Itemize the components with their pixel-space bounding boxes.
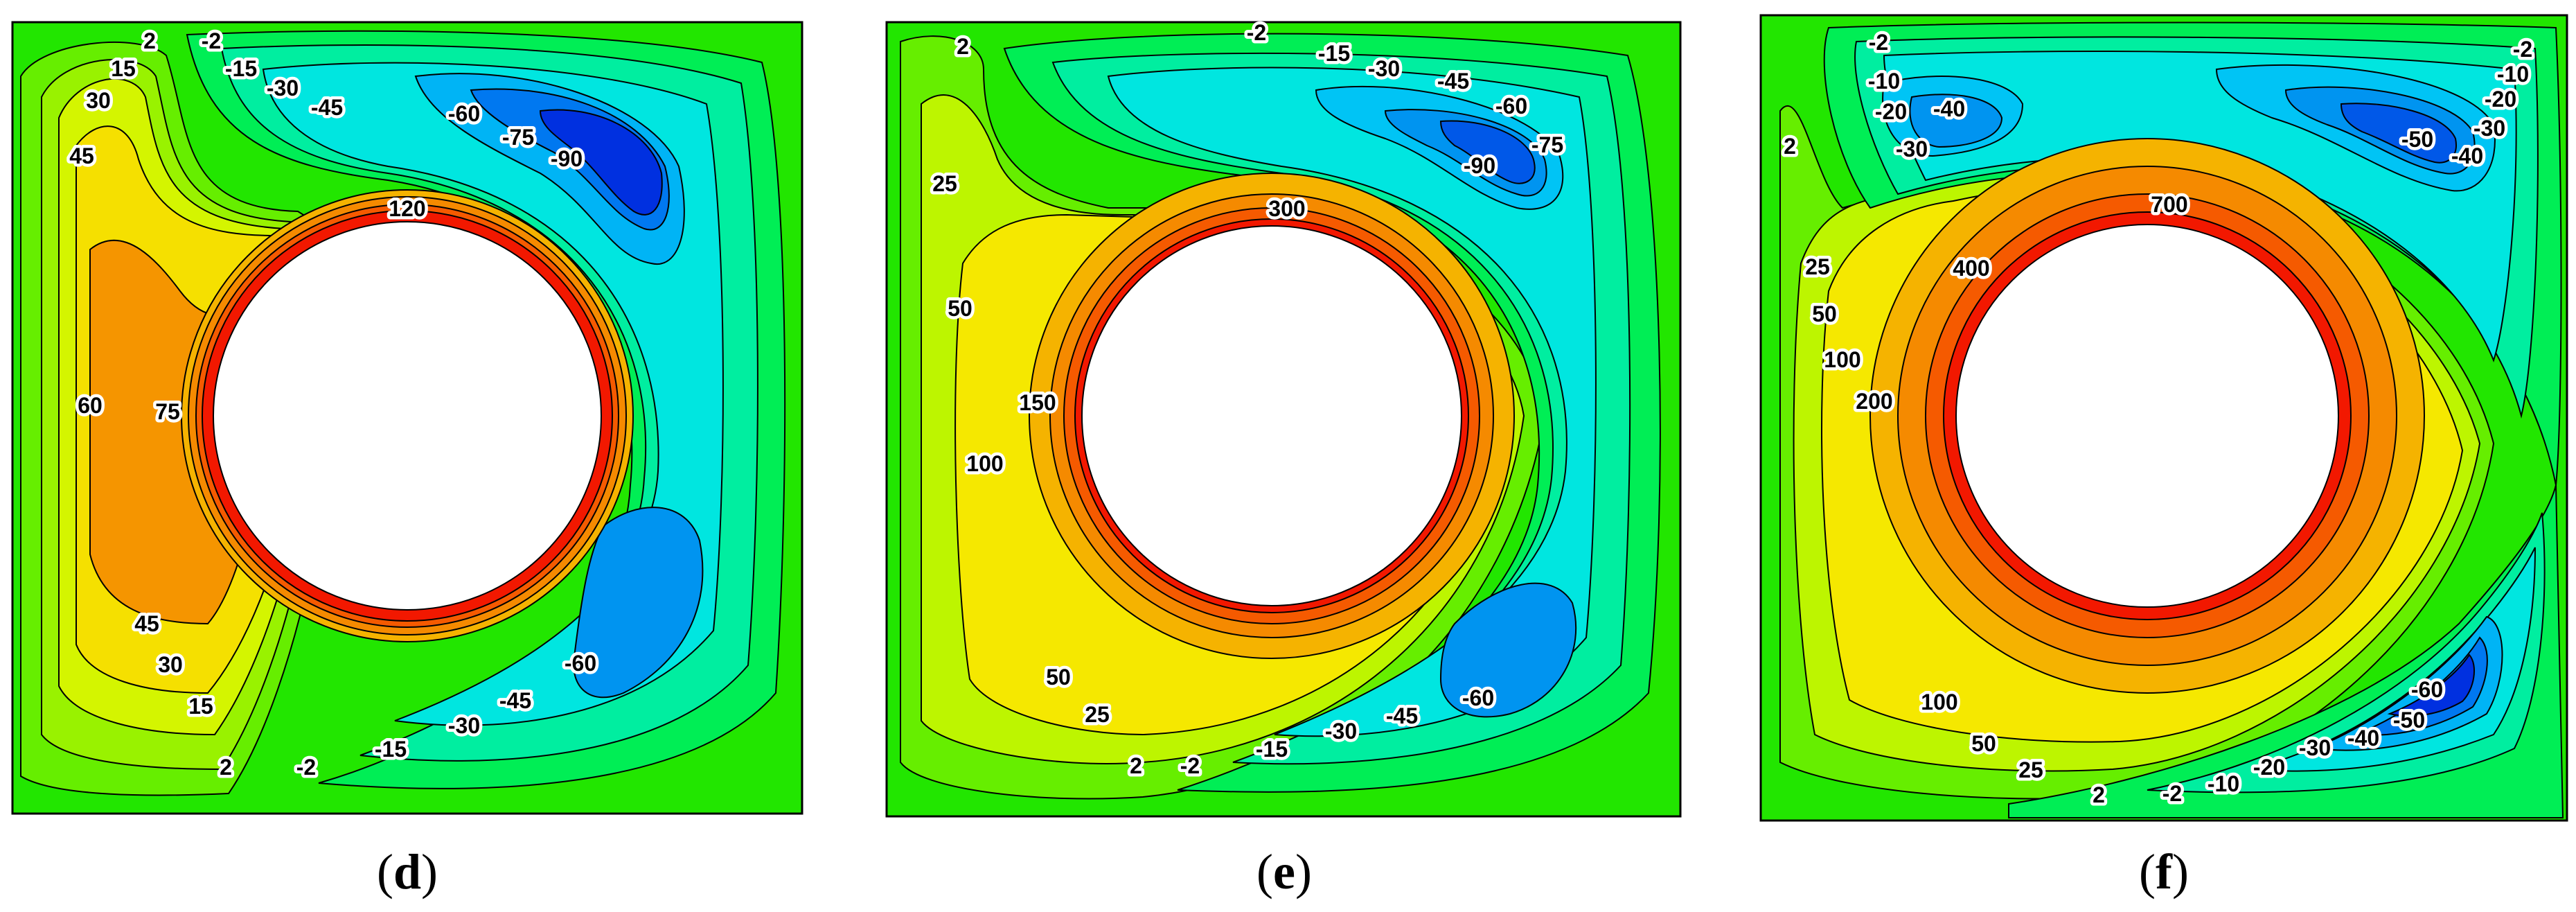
contour-label: 2 [143,28,156,53]
contour-label: -75 [1531,132,1563,157]
panel-d-negative-lower [573,507,704,699]
panel-e-frame [885,21,1682,818]
contour-label: 2 [957,34,969,59]
panel-e-cylinder [1029,173,1515,659]
contour-label: -40 [2347,726,2379,751]
contour-label: -2 [202,28,221,53]
contour-label: 25 [932,171,957,196]
panel-d-field [12,22,802,814]
contour-label: -10 [2497,62,2529,87]
contour-label: -45 [499,688,531,713]
contour-label: 100 [1921,690,1957,714]
contour-label: 25 [2018,757,2043,782]
contour-label: -30 [2299,735,2331,760]
contour-label: 50 [1812,301,1837,326]
panel-f-frame [1759,14,2568,822]
contour-label: 60 [78,393,103,418]
contour-label: -15 [1256,737,1288,762]
panel-f-negative-lower [2008,484,2564,818]
contour-label: 75 [155,399,180,424]
contour-label: -2 [296,755,316,780]
contour-label: -20 [2253,755,2285,780]
contour-label: 100 [966,451,1003,476]
contour-label: 400 [1953,256,1989,281]
panel-f-field [1761,15,2567,821]
contour-label: -90 [1464,153,1495,178]
contour-label: -40 [1933,96,1965,121]
contour-label: -75 [502,125,534,150]
contour-label: -60 [1462,685,1494,710]
contour-label: 120 [389,196,425,221]
contour-label: 100 [1824,347,1860,372]
contour-label: -30 [267,76,299,100]
panel-f-labels: -2 -2 -10 -10 -20 -40 -20 -30 2 -30 -50 … [1781,27,2536,811]
contour-label: 25 [1805,254,1830,279]
panel-f-cylinder [1869,138,2425,694]
panel-e-hole [1081,225,1462,606]
contour-label: -15 [375,737,407,762]
panel-e-negative-lower [1439,582,1577,718]
contour-label: -10 [2208,771,2239,796]
panel-e: -2 2 -15 -30 -45 -60 -75 -90 25 300 50 1… [885,17,1682,900]
contour-label: -2 [2162,781,2182,806]
contour-label: -20 [1875,99,1907,124]
panel-e-field [887,22,1680,816]
contour-label: -50 [2393,708,2425,733]
panel-d-frame [11,21,803,815]
panel-d-caption: (d) [377,844,438,900]
contour-label: -45 [1437,69,1469,94]
contour-label: 300 [1268,196,1305,221]
contour-label: 50 [948,296,972,321]
contour-label: 700 [2151,192,2187,217]
contour-label: -15 [225,56,257,81]
panel-d-hole [213,221,602,611]
contour-label: 15 [111,56,136,81]
contour-label: 25 [1085,702,1110,727]
contour-label: 45 [69,143,94,168]
contour-label: -30 [2473,116,2505,141]
contour-label: -30 [1896,137,1928,161]
contour-label: -40 [2451,143,2483,168]
contour-label: 30 [86,88,111,113]
contour-label: 2 [2093,782,2105,807]
contour-label: -60 [565,651,596,676]
panel-d: 2 -2 15 -15 -30 30 -45 45 -60 -75 -90 12… [11,21,803,900]
contour-label: -2 [2513,37,2532,62]
panel-f-hole [1955,224,2339,608]
panel-f: -2 -2 -10 -10 -20 -40 -20 -30 2 -30 -50 … [1759,14,2568,900]
contour-label: 15 [188,694,213,719]
panel-f-negative-upper [1823,21,2562,486]
contour-label: -60 [2411,677,2443,702]
contour-label: -2 [1180,753,1200,778]
contour-label: 50 [1971,731,1996,756]
contour-label: 50 [1046,665,1071,690]
contour-label: -50 [2401,127,2433,152]
contour-label: -10 [1868,69,1900,94]
contour-label: -45 [311,95,343,120]
contour-label: -30 [1368,56,1400,81]
contour-label: -30 [1325,719,1357,744]
contour-label: 45 [134,611,159,636]
contour-label: -2 [1247,20,1266,45]
panel-e-caption: (e) [1256,844,1312,900]
contour-label: -15 [1318,41,1350,66]
contour-label: 30 [158,652,183,677]
panel-d-cylinder [181,189,634,642]
panel-e-labels: -2 2 -15 -30 -45 -60 -75 -90 25 300 50 1… [930,17,1567,782]
contour-label: 2 [1130,753,1142,778]
contour-label: 2 [220,755,232,780]
contour-label: -2 [1869,30,1888,55]
contour-label: -45 [1386,703,1418,728]
contour-label: 150 [1019,390,1056,415]
panel-f-caption: (f) [2139,844,2189,900]
contour-label: -90 [551,146,583,171]
contour-label: -30 [448,713,480,738]
contour-label: 2 [1784,134,1796,159]
contour-label: -20 [2485,87,2516,112]
contour-label: -60 [1495,94,1527,119]
contour-label: -60 [448,101,480,126]
contour-label: 200 [1856,389,1892,414]
